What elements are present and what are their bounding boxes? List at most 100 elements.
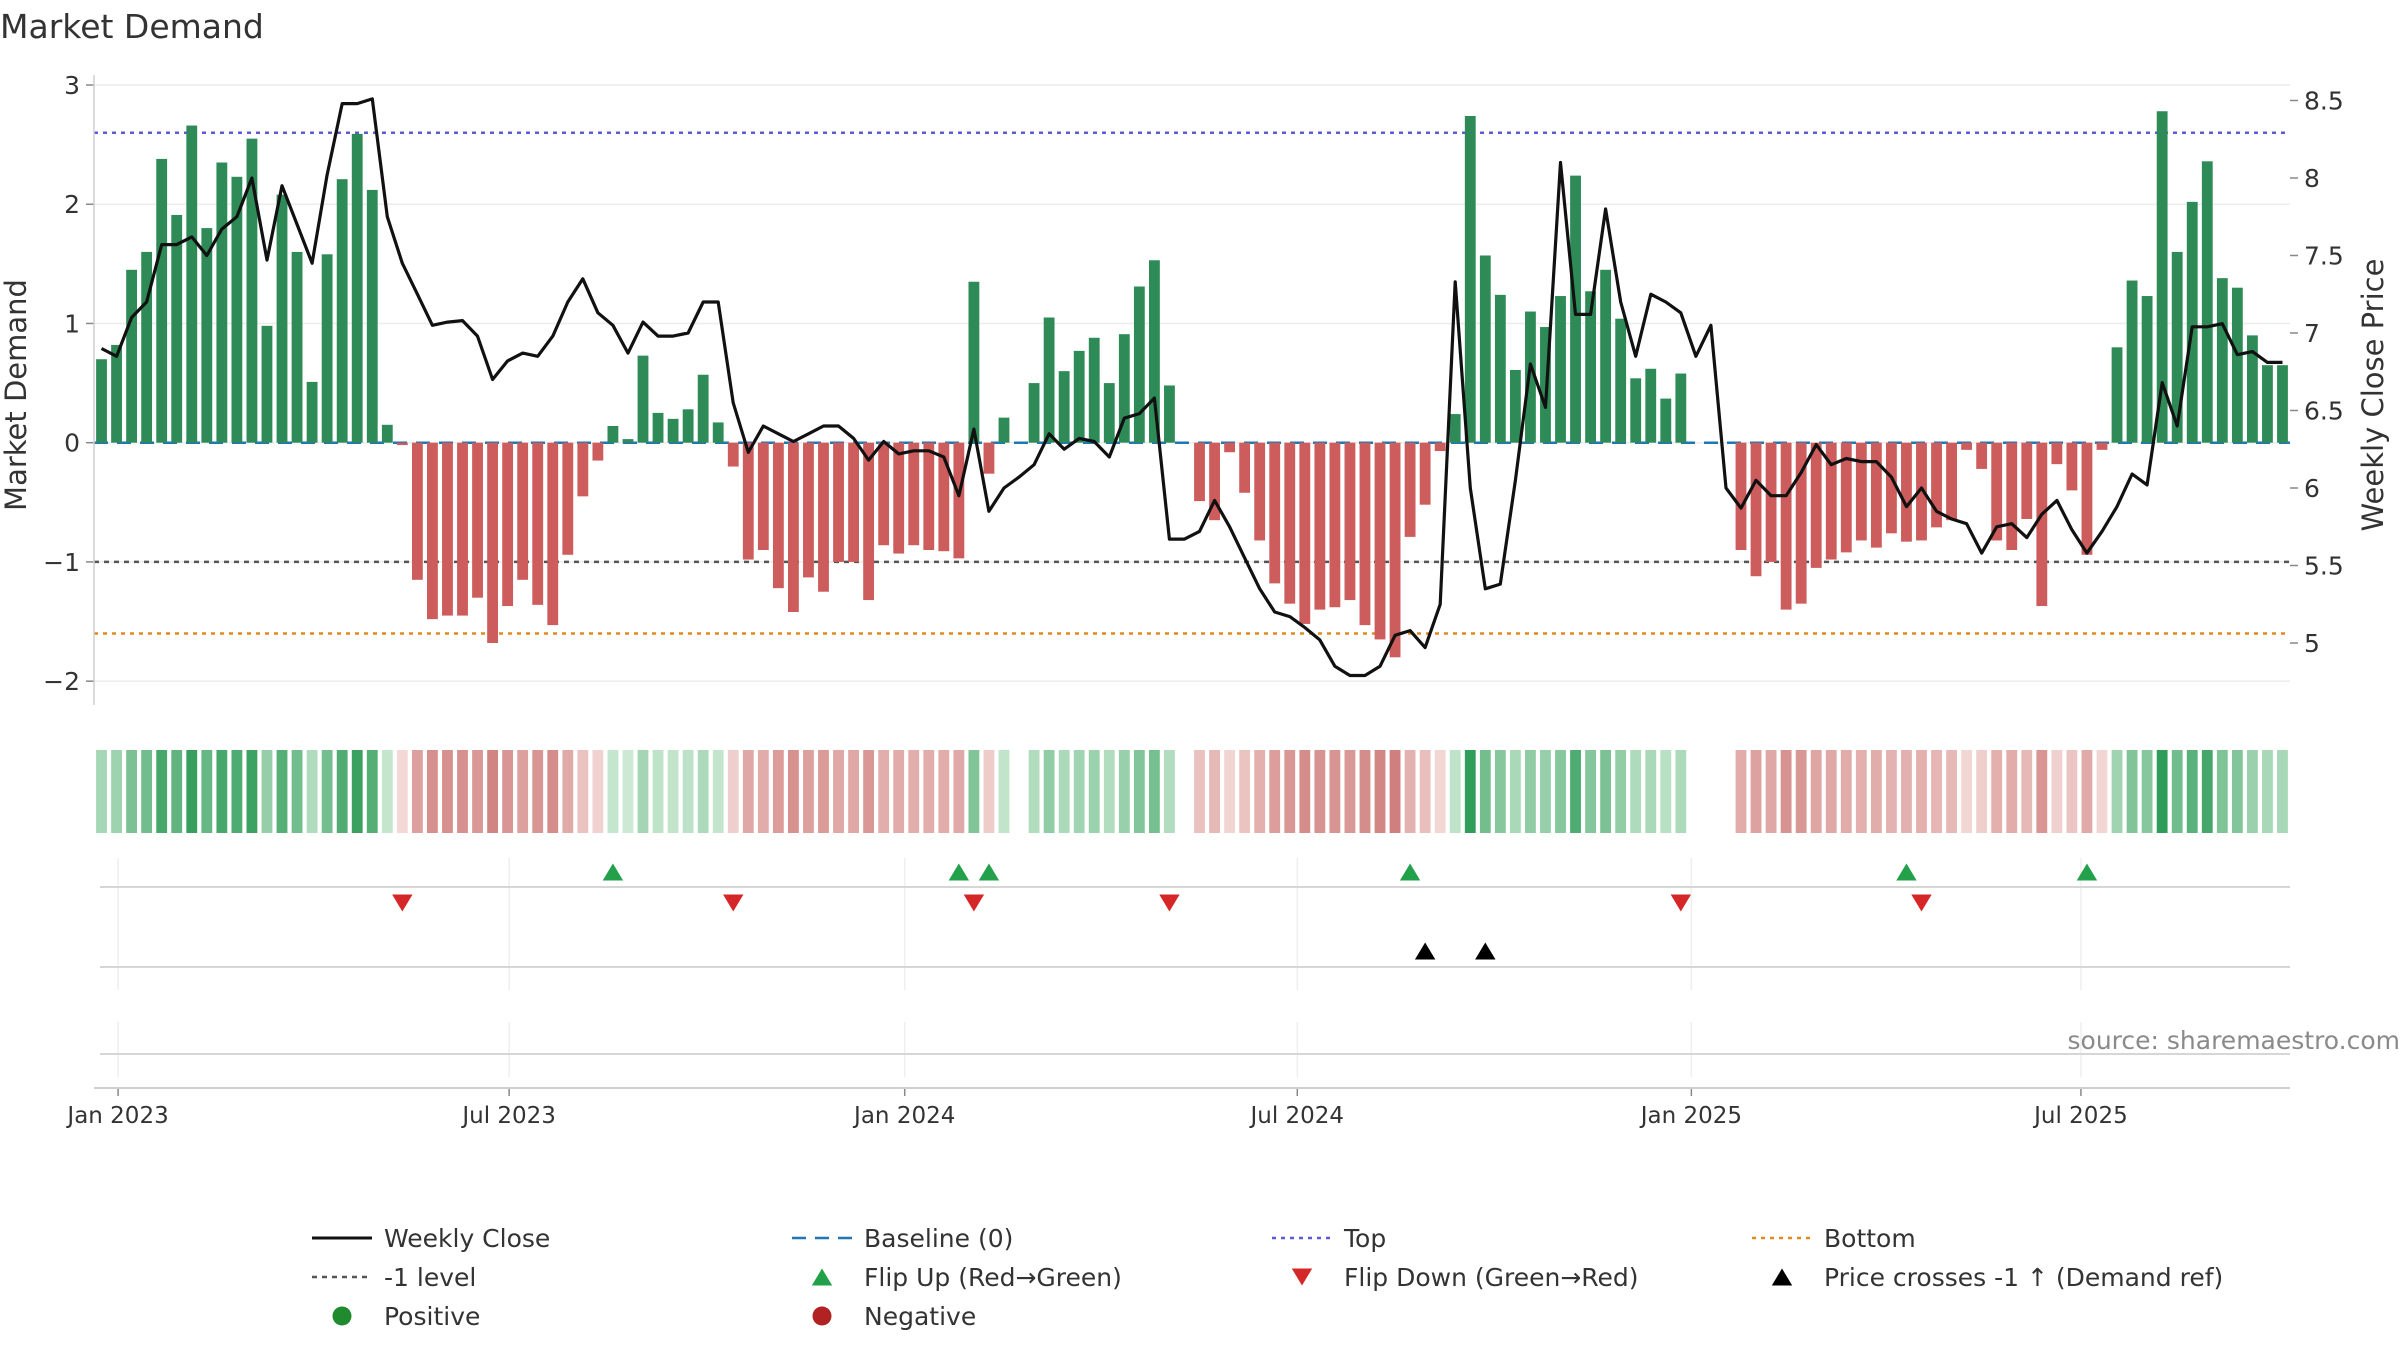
y2-axis-title: Weekly Close Price: [2356, 259, 2390, 532]
heat-strip-cell: [607, 750, 619, 833]
heat-strip-cell: [336, 750, 348, 833]
demand-bar: [1615, 318, 1627, 443]
demand-bar: [111, 344, 122, 443]
demand-bar: [1254, 442, 1266, 541]
weekly-close-line: [100, 97, 2283, 678]
legend-item: Baseline (0): [792, 1224, 1013, 1253]
demand-bar: [2262, 365, 2273, 443]
demand-bar: [141, 251, 153, 443]
heat-strip-cell: [1630, 750, 1642, 833]
demand-bar: [1164, 385, 1175, 443]
heat-strip-cell: [968, 750, 980, 833]
demand-bar: [1464, 116, 1476, 443]
heat-strip-cell: [1058, 750, 1070, 833]
heat-strip-cell: [2231, 750, 2243, 833]
demand-bar: [592, 442, 604, 461]
demand-bar: [607, 426, 619, 443]
demand-bar: [652, 412, 664, 443]
demand-bar: [1961, 442, 1973, 450]
demand-bar: [532, 442, 544, 605]
legend-circle-icon: [812, 1306, 832, 1326]
legend-item: Negative: [812, 1302, 976, 1331]
demand-bar: [1103, 383, 1115, 443]
demand-bar: [2277, 365, 2288, 443]
demand-bar: [427, 442, 438, 620]
y-axis-title: Market Demand: [0, 279, 33, 511]
heat-strip-cell: [1825, 750, 1837, 833]
demand-bar: [1750, 442, 1762, 577]
heat-strip-cell: [727, 750, 739, 833]
demand-bar: [1118, 334, 1130, 443]
heat-strip-cell: [1329, 750, 1341, 833]
demand-bar: [953, 442, 965, 559]
legend-label: Top: [1343, 1224, 1386, 1253]
demand-bar: [1780, 442, 1792, 610]
legend-label: Flip Down (Green→Red): [1344, 1263, 1639, 1292]
demand-bar: [2111, 347, 2123, 443]
heat-strip-cell: [381, 750, 393, 833]
heat-strip-cell: [1449, 750, 1461, 833]
demand-bar: [1419, 442, 1431, 505]
heat-strip-cell: [1615, 750, 1627, 833]
demand-bar: [246, 138, 258, 443]
heat-strip-cell: [1284, 750, 1296, 833]
demand-bar: [1028, 383, 1040, 443]
heat-strip-cell: [908, 750, 920, 833]
demand-bar: [1058, 371, 1070, 443]
y2-tick-label: 7.5: [2304, 242, 2344, 271]
demand-bar: [1585, 291, 1597, 443]
heat-strip-cell: [803, 750, 814, 833]
heat-strip-cell: [1555, 750, 1566, 833]
heat-strip-cell: [562, 750, 574, 833]
demand-bar: [336, 179, 348, 443]
heat-strip-cell: [2051, 750, 2063, 833]
heat-strip-cell: [487, 750, 499, 833]
demand-bar: [2201, 161, 2213, 443]
heat-strip-cell: [1660, 750, 1672, 833]
heat-strip-cell: [863, 750, 875, 833]
flip-down-marker: [1911, 894, 1932, 912]
heat-strip-cell: [291, 750, 303, 833]
demand-bar: [276, 194, 288, 443]
demand-bar: [1494, 294, 1506, 443]
demand-bar: [1449, 414, 1461, 443]
heat-strip-cell: [697, 750, 709, 833]
heat-strip-cell: [1765, 750, 1777, 833]
heat-strip-cell: [1088, 750, 1100, 833]
y-tick-label: 1: [64, 309, 80, 338]
demand-bar: [2216, 278, 2228, 443]
flip-down-marker: [1670, 894, 1692, 912]
demand-bar: [1810, 442, 1822, 568]
heat-strip-cell: [156, 750, 168, 833]
demand-bar: [2081, 442, 2093, 555]
heat-strip-cell: [2156, 750, 2168, 833]
heat-strip-cell: [2262, 750, 2273, 833]
legend-label: Negative: [864, 1302, 976, 1331]
demand-bar: [1946, 442, 1957, 521]
heat-strip-cell: [427, 750, 438, 833]
heat-strip-cell: [622, 750, 634, 833]
heat-strip-cell: [1675, 750, 1687, 833]
source-annotation: source: sharemaestro.com: [2068, 1026, 2400, 1055]
demand-bar: [562, 442, 574, 555]
demand-bar: [517, 442, 529, 580]
demand-bar: [171, 214, 183, 443]
heat-strip-cell: [1073, 750, 1085, 833]
demand-bar: [727, 442, 739, 467]
y-tick-label: 2: [64, 190, 80, 219]
demand-bar: [1284, 442, 1296, 604]
demand-bar: [1931, 442, 1942, 528]
demand-bar: [1043, 317, 1055, 443]
demand-bar: [381, 424, 393, 443]
heat-strip-cell: [1795, 750, 1807, 833]
heat-strip-cell: [442, 750, 453, 833]
demand-bar: [291, 251, 303, 443]
heat-strip-cell: [1509, 750, 1521, 833]
heat-strip-cell: [1028, 750, 1040, 833]
demand-bar: [2066, 442, 2078, 491]
heat-strip-cell: [998, 750, 1010, 833]
demand-bar: [472, 442, 483, 598]
heat-strip-cell: [1931, 750, 1942, 833]
demand-bar: [321, 254, 333, 443]
